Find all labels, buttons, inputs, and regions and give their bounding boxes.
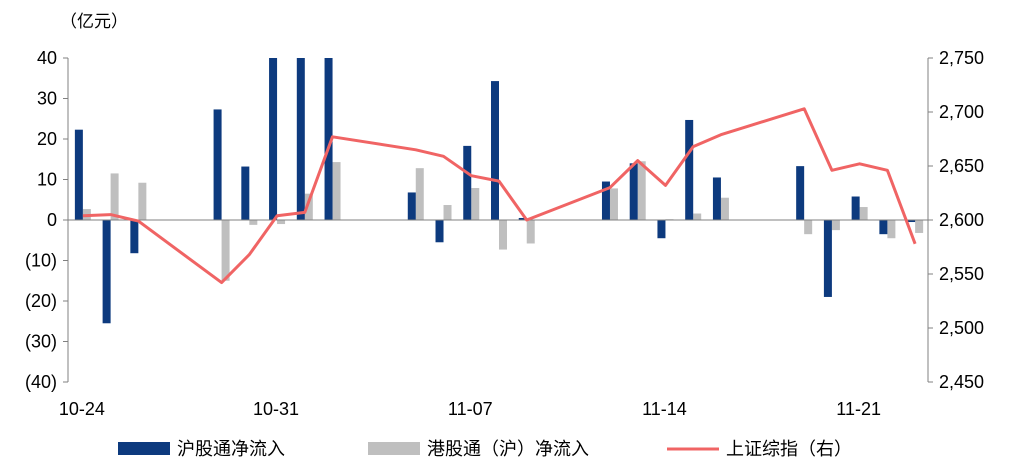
hk-connect-bar [138, 182, 147, 220]
left-tick-label: 30 [37, 89, 57, 109]
hk-connect-bar [249, 220, 258, 225]
right-tick-label: 2,700 [939, 102, 984, 122]
hk-connect-bar [471, 188, 480, 220]
hk-connect-bar [609, 188, 618, 220]
sh-connect-bar [518, 217, 527, 220]
legend: 沪股通净流入 港股通（沪）净流入 上证综指（右） [118, 439, 852, 460]
sh-connect-bar [851, 196, 860, 220]
hk-connect-bar [332, 162, 341, 220]
x-tick-label: 11-07 [448, 399, 493, 419]
sh-connect-bar [435, 220, 444, 243]
hk-connect-bar [831, 220, 840, 231]
sh-connect-bar [241, 166, 250, 220]
sh-connect-bar [296, 58, 305, 220]
sh-connect-bar [823, 220, 832, 297]
hk-connect-bar [693, 213, 702, 220]
sh-connect-bar [491, 81, 499, 221]
x-tick-label: 11-21 [836, 399, 881, 419]
right-tick-label: 2,500 [939, 318, 984, 338]
sh-connect-bar [657, 220, 666, 239]
hk-connect-bar [720, 197, 729, 220]
left-tick-label: (30) [25, 332, 57, 352]
hk-connect-bar [804, 220, 813, 235]
hk-connect-bar [637, 161, 646, 220]
sh-connect-bar [130, 220, 139, 254]
bars-group [74, 58, 924, 324]
legend-label-index: 上证综指（右） [726, 439, 852, 460]
x-tick-label: 10-31 [253, 399, 299, 419]
right-tick-label: 2,450 [939, 372, 984, 392]
left-tick-label: (40) [25, 372, 57, 392]
hk-connect-bar [499, 220, 507, 250]
legend-label-sh-connect: 沪股通净流入 [177, 439, 285, 460]
left-tick-label: 10 [37, 170, 57, 190]
hk-connect-bar [526, 220, 535, 244]
hk-connect-bar [915, 220, 924, 233]
sh-connect-bar [601, 181, 610, 220]
sh-connect-bar [324, 58, 333, 220]
sh-connect-bar [796, 166, 805, 220]
x-axis-ticks: 10-24 10-31 11-07 11-14 11-21 [59, 399, 881, 419]
legend-label-hk-connect: 港股通（沪）净流入 [427, 439, 589, 460]
right-tick-label: 2,750 [939, 48, 984, 68]
index-line [82, 107, 917, 285]
right-tick-label: 2,600 [939, 210, 984, 230]
legend-swatch-sh-connect [118, 442, 170, 455]
sh-connect-bar [712, 177, 721, 220]
hk-connect-bar [304, 193, 313, 220]
hk-connect-bar [110, 173, 119, 220]
left-tick-label: 20 [37, 129, 57, 149]
x-tick-label: 10-24 [59, 399, 105, 419]
left-tick-label: 0 [47, 210, 57, 230]
sh-connect-bar [102, 220, 111, 324]
hk-connect-bar [443, 205, 452, 220]
left-tick-label: 40 [37, 48, 57, 68]
axes-group [67, 58, 929, 382]
left-axis-ticks: 40 30 20 10 0 (10) (20) (30) (40) [25, 48, 68, 392]
left-axis-unit: （亿元） [60, 12, 128, 32]
sh-connect-bar [407, 192, 416, 220]
sh-connect-bar [269, 58, 278, 220]
sh-connect-bar [74, 129, 83, 220]
left-tick-label: (10) [25, 251, 57, 271]
right-axis-ticks: 2,750 2,700 2,650 2,600 2,550 2,500 2,450 [928, 48, 984, 392]
hk-connect-bar [887, 220, 896, 239]
sh-connect-bar [213, 109, 222, 220]
left-tick-label: (20) [25, 291, 57, 311]
sh-connect-bar [685, 119, 694, 220]
sh-connect-bar [879, 220, 888, 235]
hk-connect-bar [859, 207, 868, 220]
right-tick-label: 2,650 [939, 156, 984, 176]
hk-connect-bar [415, 168, 424, 220]
sh-connect-bar [629, 163, 638, 220]
hk-connect-bar [221, 220, 230, 281]
index-line-group [82, 107, 917, 285]
sh-connect-bar [463, 145, 472, 220]
legend-swatch-hk-connect [368, 442, 420, 455]
hk-connect-bar [277, 220, 286, 225]
sh-connect-bar [907, 220, 916, 223]
right-tick-label: 2,550 [939, 264, 984, 284]
x-tick-label: 11-14 [642, 399, 687, 419]
